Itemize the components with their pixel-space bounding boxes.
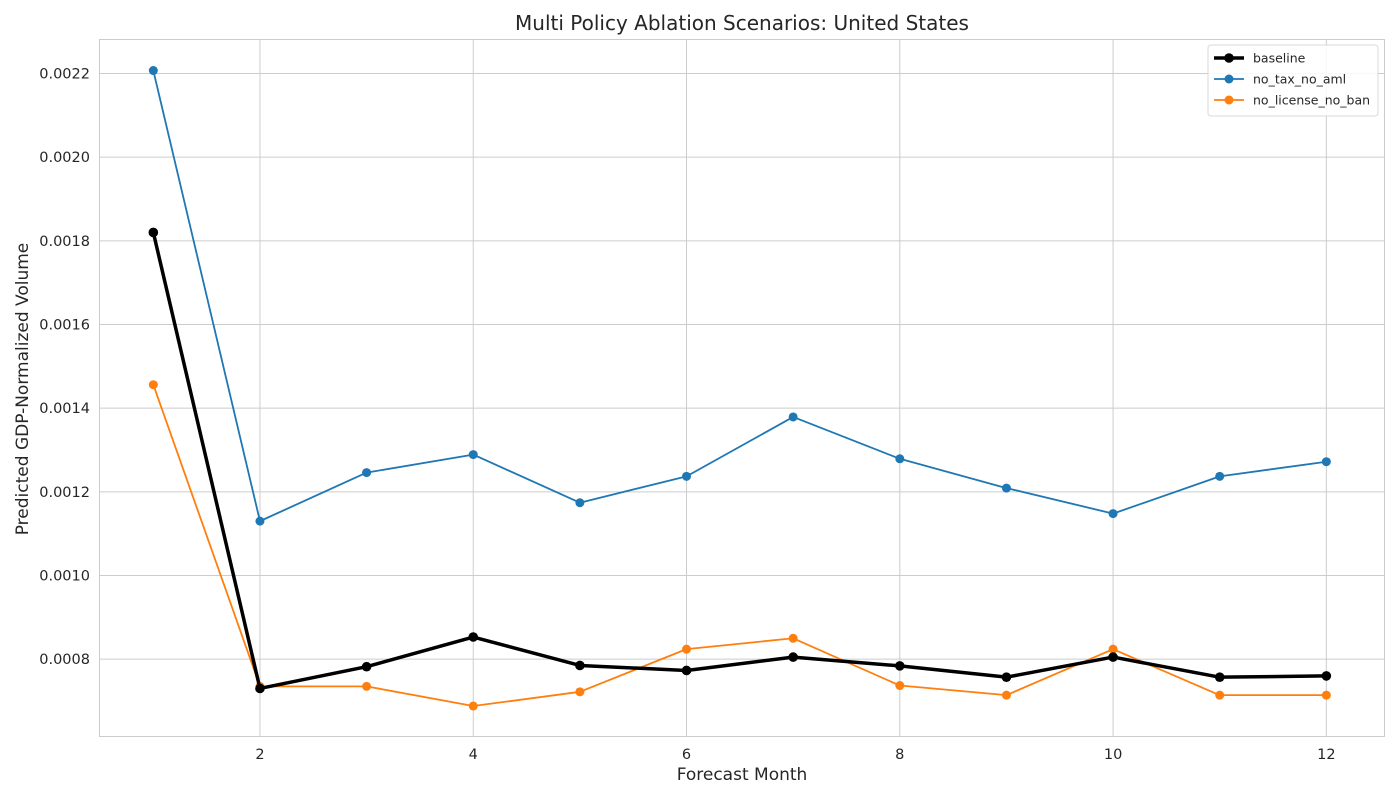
data-point [148, 66, 158, 76]
data-point [468, 632, 479, 642]
data-point [575, 687, 585, 697]
legend: baseline no_tax_no_aml no_license_no_ban [1207, 44, 1379, 117]
y-axis: 0.0008 0.0010 0.0012 0.0014 0.0016 0.0018 0.00… [39, 66, 90, 668]
data-point [894, 661, 905, 671]
data-point [575, 660, 585, 671]
x-tick-label: 4 [469, 747, 478, 763]
legend-label: no_tax_no_aml [1253, 72, 1346, 87]
y-tick-label: 0.0016 [39, 317, 90, 333]
data-point [682, 644, 692, 654]
data-point [148, 380, 158, 390]
legend-box [1207, 44, 1379, 117]
series-line-no_tax_no_aml [152, 70, 1327, 523]
data-point [895, 454, 905, 464]
data-point [255, 683, 265, 694]
legend-label: no_license_no_ban [1253, 93, 1370, 108]
data-point [575, 498, 585, 508]
data-point [148, 227, 159, 238]
data-point [1001, 672, 1012, 682]
x-tick-label: 6 [682, 747, 691, 763]
data-point [255, 516, 265, 526]
data-point [682, 471, 692, 481]
series-baseline [148, 227, 1332, 694]
data-point [1215, 690, 1225, 700]
data-point [1108, 644, 1118, 654]
y-tick-label: 0.0020 [39, 150, 90, 166]
series-layer [148, 66, 1332, 711]
x-tick-label: 2 [255, 747, 264, 763]
data-point [1108, 652, 1118, 662]
data-point [788, 652, 798, 662]
legend-swatch-marker [1224, 95, 1234, 105]
y-tick-label: 0.0008 [39, 652, 90, 668]
x-axis-label: Forecast Month [677, 765, 808, 785]
data-point [788, 633, 798, 643]
series-no_tax_no_aml [148, 66, 1331, 526]
x-axis: 2 4 6 8 10 12 [255, 747, 1335, 763]
y-tick-label: 0.0014 [39, 401, 90, 417]
data-point [1321, 671, 1332, 681]
grid [100, 40, 1385, 737]
x-tick-label: 12 [1317, 747, 1335, 763]
data-point [362, 681, 372, 691]
data-point [895, 681, 905, 691]
chart-title: Multi Policy Ablation Scenarios: United … [515, 11, 969, 35]
legend-swatch-marker [1224, 74, 1234, 84]
series-line-no_license_no_ban [152, 384, 1327, 707]
series-line-baseline [151, 232, 1327, 691]
series-no_license_no_ban [148, 380, 1331, 711]
y-tick-label: 0.0010 [39, 569, 90, 585]
data-point [1321, 457, 1331, 467]
data-point [362, 468, 372, 478]
y-tick-label: 0.0012 [39, 485, 90, 501]
data-point [788, 412, 798, 422]
data-point [1001, 483, 1011, 493]
data-point [1108, 509, 1118, 519]
x-tick-label: 10 [1104, 747, 1122, 763]
legend-swatch-marker [1224, 53, 1234, 63]
data-point [1214, 672, 1225, 682]
data-point [361, 661, 372, 672]
y-tick-label: 0.0022 [39, 66, 90, 82]
data-point [1001, 690, 1011, 700]
data-point [681, 665, 692, 676]
data-point [468, 450, 478, 460]
data-point [468, 701, 478, 711]
plot-area [99, 39, 1385, 737]
y-tick-label: 0.0018 [39, 234, 90, 250]
y-axis-label: Predicted GDP-Normalized Volume [13, 243, 33, 536]
legend-label: baseline [1253, 51, 1306, 66]
x-tick-label: 8 [895, 747, 904, 763]
data-point [1215, 471, 1225, 481]
data-point [1321, 690, 1331, 700]
